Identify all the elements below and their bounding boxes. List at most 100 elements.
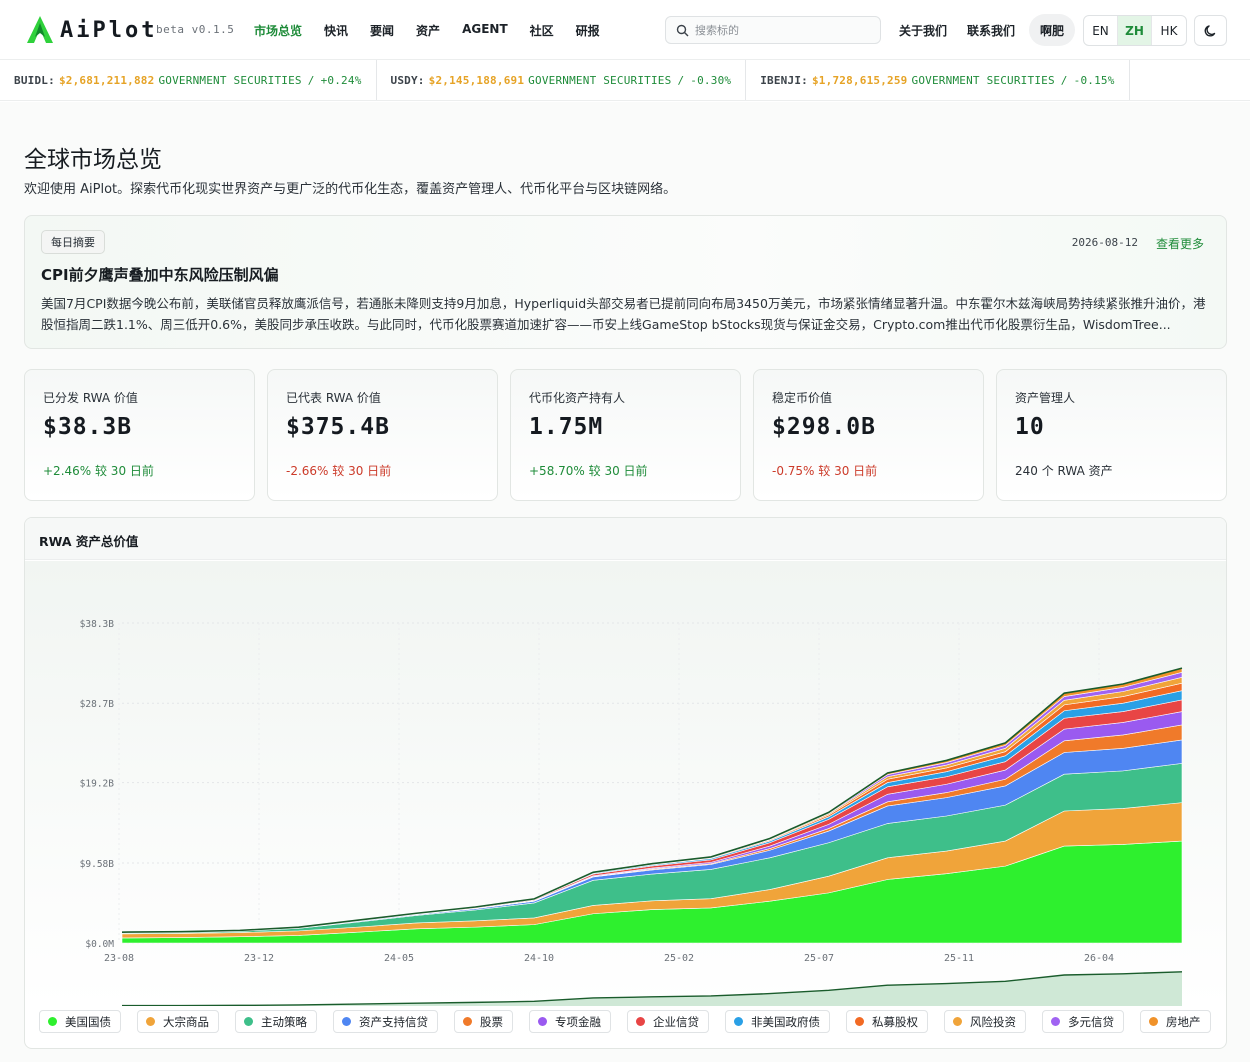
logo-text: AiPlot: [60, 17, 158, 43]
x-tick-label: 23-08: [104, 953, 134, 964]
chart-header: RWA 资产总价值: [25, 518, 1226, 560]
legend-label: 主动策略: [261, 1014, 307, 1029]
rwa-total-value-chart-card: RWA 资产总价值 $0.0M $9.58B $19.2B $28.7B $38.3B 2…: [24, 517, 1227, 1049]
legend-label: 非美国政府债: [751, 1014, 820, 1029]
kpi-card-distributed-rwa: 已分发 RWA 价值 $38.3B +2.46% 较 30 日前: [24, 369, 255, 501]
legend-swatch: [1051, 1017, 1060, 1026]
summary-date: 2026-08-12: [1071, 236, 1138, 249]
user-menu[interactable]: 啊肥: [1029, 14, 1075, 46]
legend-item[interactable]: 主动策略: [235, 1010, 317, 1033]
ticker-separator: /: [677, 73, 685, 87]
ticker-change: -0.30%: [690, 73, 732, 87]
kpi-value: 10: [1015, 414, 1045, 440]
chart-legend: 美国国债 大宗商品 主动策略 资产支持信贷 股票 专项金融 企业信贷 非美国政府债 私募股权 风险…: [39, 1010, 1211, 1033]
legend-label: 房地产: [1166, 1014, 1201, 1029]
lang-en[interactable]: EN: [1084, 16, 1118, 45]
kpi-card-represented-rwa: 已代表 RWA 价值 $375.4B -2.66% 较 30 日前: [267, 369, 498, 501]
about-link[interactable]: 关于我们: [899, 24, 948, 38]
kpi-label: 资产管理人: [1015, 391, 1076, 405]
ticker-symbol: USDY:: [390, 73, 425, 87]
lang-zh[interactable]: ZH: [1118, 16, 1152, 45]
ticker-item[interactable]: IBENJI: $1,728,615,259 GOVERNMENT SECURI…: [746, 60, 1130, 100]
ticker-item[interactable]: USDY: $2,145,188,691 GOVERNMENT SECURITI…: [377, 60, 747, 100]
legend-item[interactable]: 美国国债: [39, 1010, 121, 1033]
kpi-card-stablecoin: 稳定币价值 $298.0B -0.75% 较 30 日前: [753, 369, 984, 501]
total-line: [121, 667, 1183, 933]
legend-item[interactable]: 资产支持信贷: [333, 1010, 438, 1033]
main-nav: 市场总览 快讯 要闻 资产 AGENT 社区 研报: [254, 22, 622, 39]
overview-line: [121, 971, 1183, 1006]
legend-item[interactable]: 私募股权: [846, 1010, 928, 1033]
ticker-separator: /: [1060, 73, 1068, 87]
nav-research[interactable]: 研报: [575, 24, 600, 38]
view-more-link[interactable]: 查看更多: [1155, 237, 1204, 251]
kpi-card-asset-managers: 资产管理人 10 240 个 RWA 资产: [996, 369, 1227, 501]
kpi-value: $298.0B: [772, 414, 876, 440]
language-switcher: EN ZH HK: [1083, 15, 1187, 46]
theme-toggle-button[interactable]: [1194, 15, 1227, 46]
legend-item[interactable]: 多元信贷: [1042, 1010, 1124, 1033]
kpi-value: $375.4B: [286, 414, 390, 440]
legend-swatch: [734, 1017, 743, 1026]
summary-badge: 每日摘要: [41, 230, 105, 254]
x-tick-label: 25-07: [804, 953, 834, 964]
legend-label: 企业信贷: [653, 1014, 699, 1029]
kpi-change: -0.75% 较 30 日前: [772, 464, 878, 478]
legend-item[interactable]: 非美国政府债: [725, 1010, 830, 1033]
legend-swatch: [636, 1017, 645, 1026]
nav-market-overview[interactable]: 市场总览: [254, 24, 303, 38]
summary-title[interactable]: CPI前夕鹰声叠加中东风险压制风偏: [41, 266, 279, 284]
ticker-symbol: IBENJI:: [760, 73, 808, 87]
legend-label: 专项金融: [555, 1014, 601, 1029]
legend-swatch: [244, 1017, 253, 1026]
nav-agent[interactable]: AGENT: [462, 22, 508, 36]
daily-summary-card: 每日摘要 2026-08-12 查看更多 CPI前夕鹰声叠加中东风险压制风偏 美…: [24, 215, 1227, 349]
legend-swatch: [538, 1017, 547, 1026]
legend-label: 股票: [480, 1014, 503, 1029]
ticker-separator: /: [307, 73, 315, 87]
top-header: AiPlot beta v0.1.5 市场总览 快讯 要闻 资产 AGENT 社…: [0, 0, 1250, 60]
nav-headlines[interactable]: 要闻: [370, 24, 395, 38]
kpi-change: 240 个 RWA 资产: [1015, 464, 1113, 478]
ticker-change: +0.24%: [320, 73, 362, 87]
nav-assets[interactable]: 资产: [416, 24, 441, 38]
legend-item[interactable]: 风险投资: [944, 1010, 1026, 1033]
ticker-item[interactable]: BUIDL: $2,681,211,882 GOVERNMENT SECURIT…: [0, 60, 377, 100]
y-tick-label: $28.7B: [80, 699, 115, 710]
logo-mark-icon: [27, 16, 53, 43]
y-tick-label: $0.0M: [85, 939, 114, 950]
moon-icon: [1204, 24, 1215, 37]
contact-link[interactable]: 联系我们: [967, 24, 1016, 38]
version-label: beta v0.1.5: [156, 23, 235, 36]
nav-flash-news[interactable]: 快讯: [324, 24, 349, 38]
legend-label: 风险投资: [970, 1014, 1016, 1029]
y-tick-label: $19.2B: [80, 779, 115, 790]
legend-item[interactable]: 大宗商品: [137, 1010, 219, 1033]
kpi-change: +58.70% 较 30 日前: [529, 464, 648, 478]
legend-item[interactable]: 企业信贷: [627, 1010, 709, 1033]
ticker-category: GOVERNMENT SECURITIES: [158, 73, 302, 87]
kpi-value: 1.75M: [529, 414, 604, 440]
kpi-change: +2.46% 较 30 日前: [43, 464, 154, 478]
legend-swatch: [342, 1017, 351, 1026]
page-title: 全球市场总览: [24, 147, 162, 173]
legend-item[interactable]: 房地产: [1140, 1010, 1211, 1033]
y-tick-label: $38.3B: [80, 619, 115, 630]
ticker-symbol: BUIDL:: [14, 73, 55, 87]
kpi-card-holders: 代币化资产持有人 1.75M +58.70% 较 30 日前: [510, 369, 741, 501]
logo[interactable]: AiPlot: [26, 15, 157, 45]
lang-hk[interactable]: HK: [1160, 23, 1178, 38]
legend-item[interactable]: 专项金融: [529, 1010, 611, 1033]
nav-community[interactable]: 社区: [529, 24, 554, 38]
legend-item[interactable]: 股票: [454, 1010, 513, 1033]
page-subtitle: 欢迎使用 AiPlot。探索代币化现实世界资产与更广泛的代币化生态，覆盖资产管理…: [24, 182, 677, 197]
asset-ticker: BUIDL: $2,681,211,882 GOVERNMENT SECURIT…: [0, 60, 1250, 101]
search-input[interactable]: [695, 23, 865, 37]
legend-swatch: [855, 1017, 864, 1026]
main-content: 全球市场总览 欢迎使用 AiPlot。探索代币化现实世界资产与更广泛的代币化生态…: [0, 102, 1250, 1062]
x-tick-label: 26-04: [1084, 953, 1114, 964]
search-box[interactable]: [665, 16, 881, 44]
y-tick-label: $9.58B: [80, 859, 115, 870]
stacked-area-chart[interactable]: $0.0M $9.58B $19.2B $28.7B $38.3B 23-08 23-12 2…: [25, 561, 1226, 1006]
summary-body: 美国7月CPI数据今晚公布前，美联储官员释放鹰派信号，若通胀未降则支持9月加息，…: [41, 296, 1206, 332]
